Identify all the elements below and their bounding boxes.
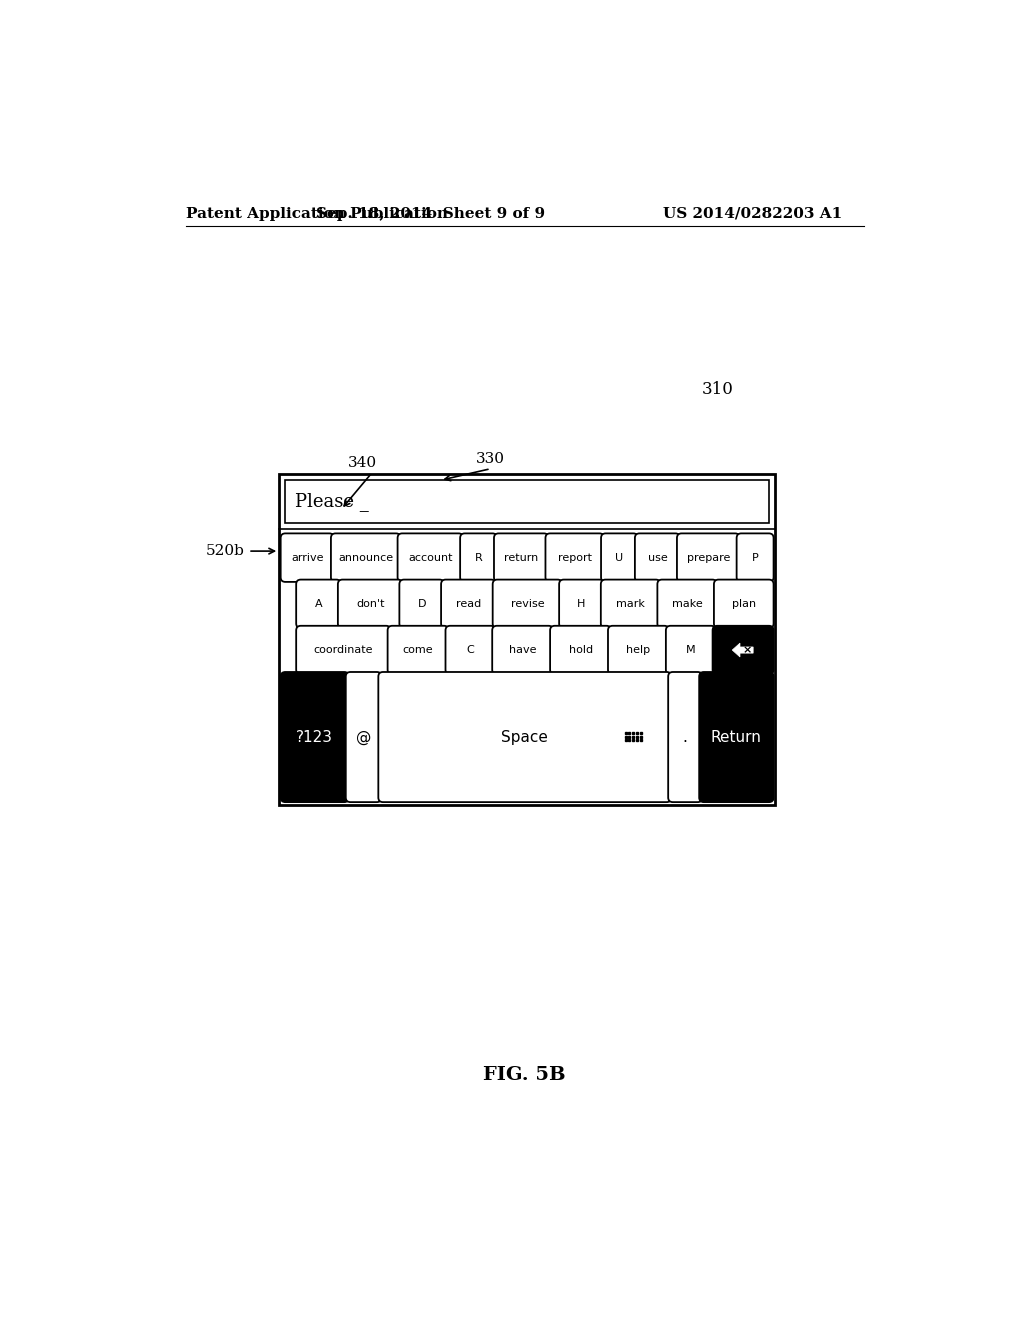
FancyBboxPatch shape xyxy=(445,626,496,675)
FancyBboxPatch shape xyxy=(546,533,604,582)
Text: .: . xyxy=(683,730,688,744)
Text: don't: don't xyxy=(356,599,384,609)
FancyBboxPatch shape xyxy=(494,533,549,582)
FancyBboxPatch shape xyxy=(281,672,349,803)
FancyBboxPatch shape xyxy=(677,533,739,582)
FancyBboxPatch shape xyxy=(378,672,672,803)
FancyBboxPatch shape xyxy=(608,626,669,675)
FancyBboxPatch shape xyxy=(388,626,449,675)
FancyBboxPatch shape xyxy=(338,579,402,628)
Text: C: C xyxy=(467,645,474,655)
Text: have: have xyxy=(509,645,537,655)
Text: A: A xyxy=(314,599,323,609)
Text: make: make xyxy=(672,599,702,609)
Text: H: H xyxy=(578,599,586,609)
FancyBboxPatch shape xyxy=(460,533,497,582)
Text: coordinate: coordinate xyxy=(313,645,373,655)
Text: 310: 310 xyxy=(701,381,733,397)
FancyBboxPatch shape xyxy=(493,626,553,675)
Text: M: M xyxy=(686,645,695,655)
FancyBboxPatch shape xyxy=(713,626,773,675)
FancyBboxPatch shape xyxy=(296,579,341,628)
Text: @: @ xyxy=(356,730,372,744)
Text: P: P xyxy=(752,553,759,562)
FancyBboxPatch shape xyxy=(441,579,496,628)
FancyBboxPatch shape xyxy=(331,533,400,582)
Text: D: D xyxy=(418,599,426,609)
Text: Return: Return xyxy=(711,730,762,744)
Text: mark: mark xyxy=(616,599,645,609)
FancyBboxPatch shape xyxy=(669,672,702,803)
Text: FIG. 5B: FIG. 5B xyxy=(483,1065,566,1084)
Bar xyxy=(280,474,775,805)
FancyBboxPatch shape xyxy=(635,533,680,582)
Text: announce: announce xyxy=(338,553,393,562)
Text: come: come xyxy=(402,645,433,655)
Text: R: R xyxy=(475,553,482,562)
FancyBboxPatch shape xyxy=(601,533,638,582)
Text: account: account xyxy=(409,553,453,562)
FancyBboxPatch shape xyxy=(493,579,562,628)
Text: 520b: 520b xyxy=(206,544,245,558)
Text: arrive: arrive xyxy=(291,553,324,562)
FancyBboxPatch shape xyxy=(296,626,391,675)
FancyBboxPatch shape xyxy=(550,626,611,675)
Text: 330: 330 xyxy=(476,451,505,466)
Text: Space: Space xyxy=(502,730,548,744)
FancyBboxPatch shape xyxy=(397,533,463,582)
FancyBboxPatch shape xyxy=(601,579,660,628)
Text: Patent Application Publication: Patent Application Publication xyxy=(186,207,449,220)
FancyBboxPatch shape xyxy=(666,626,716,675)
Text: return: return xyxy=(504,553,539,562)
Text: plan: plan xyxy=(732,599,756,609)
Text: read: read xyxy=(456,599,481,609)
Text: prepare: prepare xyxy=(687,553,730,562)
FancyBboxPatch shape xyxy=(714,579,773,628)
Text: report: report xyxy=(558,553,592,562)
Text: help: help xyxy=(627,645,650,655)
FancyBboxPatch shape xyxy=(346,672,381,803)
Text: Please _: Please _ xyxy=(295,492,369,511)
Text: Sep. 18, 2014  Sheet 9 of 9: Sep. 18, 2014 Sheet 9 of 9 xyxy=(315,207,545,220)
FancyBboxPatch shape xyxy=(559,579,604,628)
Text: ×: × xyxy=(742,645,752,655)
Text: ?123: ?123 xyxy=(296,730,333,744)
FancyBboxPatch shape xyxy=(657,579,717,628)
Text: hold: hold xyxy=(568,645,593,655)
FancyBboxPatch shape xyxy=(281,533,334,582)
FancyBboxPatch shape xyxy=(736,533,773,582)
FancyBboxPatch shape xyxy=(399,579,444,628)
Text: 340: 340 xyxy=(348,455,378,470)
Text: U: U xyxy=(615,553,624,562)
FancyBboxPatch shape xyxy=(699,672,773,803)
Bar xyxy=(286,480,769,523)
Polygon shape xyxy=(732,643,754,657)
Text: revise: revise xyxy=(511,599,545,609)
Text: US 2014/0282203 A1: US 2014/0282203 A1 xyxy=(663,207,842,220)
Text: use: use xyxy=(647,553,668,562)
